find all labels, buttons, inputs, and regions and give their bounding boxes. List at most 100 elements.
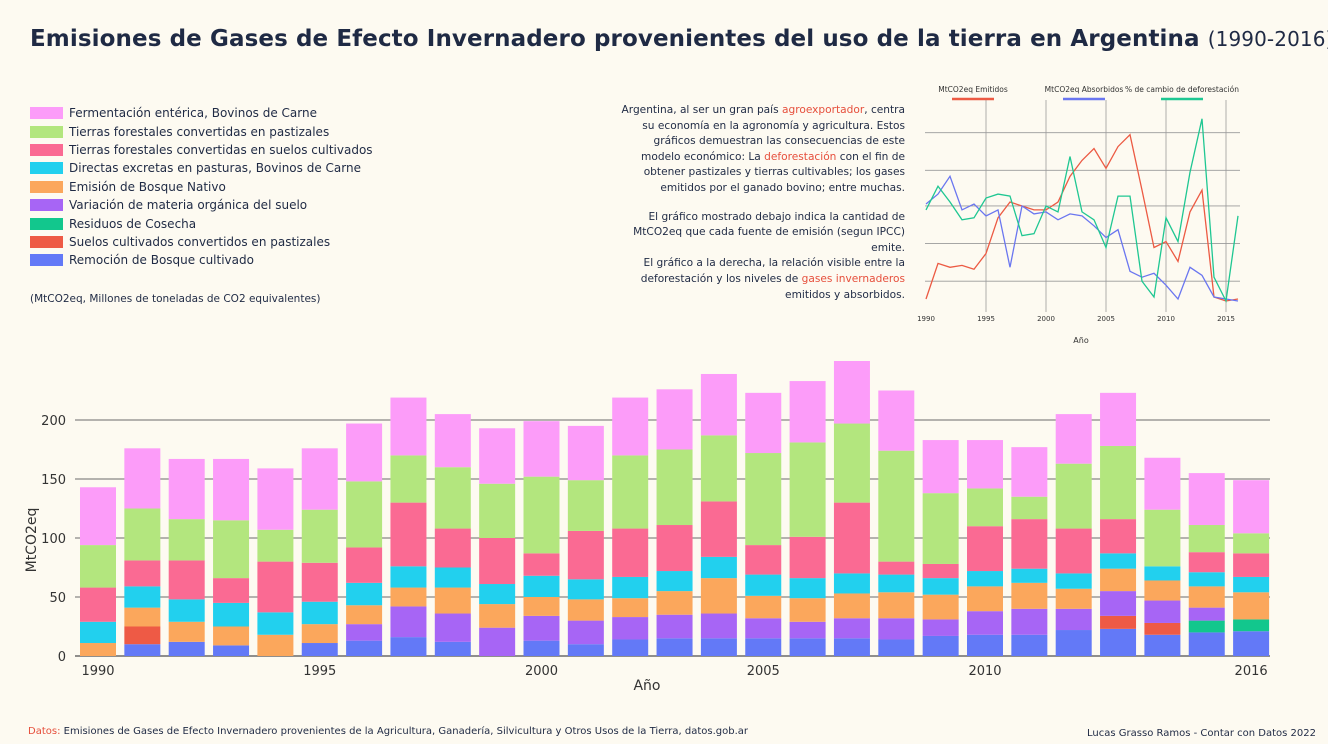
bar-segment	[301, 509, 338, 563]
bar-segment	[922, 493, 959, 564]
bar-segment	[301, 601, 338, 625]
legend-item: Tierras forestales convertidas en suelos…	[30, 141, 373, 159]
bar-segment	[390, 397, 427, 456]
bar-segment	[833, 638, 870, 656]
bar-segment	[346, 640, 383, 656]
data-source-text: Emisiones de Gases de Efecto Invernadero…	[60, 726, 748, 737]
desc-text: con el fin de obtener pastizales y tierr…	[643, 150, 905, 194]
legend-swatch	[30, 143, 63, 156]
bar-segment	[168, 641, 205, 656]
bar-segment	[1233, 533, 1270, 554]
bar-segment	[567, 579, 604, 600]
desc-highlight: deforestación	[764, 150, 837, 163]
bar-segment	[479, 483, 516, 538]
author-credit: Lucas Grasso Ramos - Contar con Datos 20…	[1087, 728, 1316, 739]
bar-segment	[479, 428, 516, 484]
bar-segment	[833, 573, 870, 594]
bar-segment	[80, 587, 116, 622]
chart-title: Emisiones de Gases de Efecto Invernadero…	[30, 26, 1328, 52]
bar-segment	[390, 502, 427, 567]
bar-segment	[1011, 608, 1048, 635]
bar-segment	[1233, 480, 1270, 534]
bar-segment	[390, 606, 427, 638]
bar-segment	[1233, 619, 1270, 632]
y-tick-label: 150	[41, 473, 66, 488]
bar-segment	[789, 381, 826, 443]
description-p3: El gráfico a la derecha, la relación vis…	[620, 256, 905, 303]
legend-item: Remoción de Bosque cultivado	[30, 251, 373, 269]
bar-segment	[567, 425, 604, 481]
bar-segment	[434, 613, 471, 642]
bar-segment	[878, 574, 915, 593]
bar-segment	[124, 586, 161, 608]
legend-label: Tierras forestales convertidas en suelos…	[69, 142, 373, 157]
bar-segment	[1055, 630, 1092, 656]
legend-label: Remoción de Bosque cultivado	[69, 253, 254, 268]
x-axis-label: Año	[633, 678, 660, 694]
desc-text: emitidos y absorbidos.	[785, 288, 905, 301]
bar-segment	[878, 592, 915, 619]
bar-segment	[301, 624, 338, 644]
bar-segment	[656, 591, 693, 615]
bar-segment	[523, 615, 560, 641]
bar-segment	[967, 586, 1003, 612]
bar-segment	[612, 617, 649, 640]
bar-segment	[434, 414, 471, 468]
bar-segment	[479, 538, 516, 585]
bar-segment	[346, 547, 383, 583]
bar-segment	[967, 571, 1003, 587]
bar-segment	[656, 525, 693, 572]
bar-segment	[878, 561, 915, 575]
bar-segment	[523, 597, 560, 616]
bar-segment	[523, 476, 560, 554]
bar-segment	[567, 620, 604, 645]
desc-text: Argentina, al ser un gran país	[621, 104, 782, 116]
bar-segment	[745, 574, 782, 596]
bar-segment	[1100, 392, 1137, 446]
legend-item: Emisión de Bosque Nativo	[30, 178, 373, 196]
bar-segment	[80, 621, 116, 644]
legend-label: Fermentación entérica, Bovinos de Carne	[69, 106, 317, 121]
desc-text: , centra su economía en la agronomía y a…	[641, 104, 905, 163]
bar-segment	[878, 639, 915, 656]
bar-segment	[612, 576, 649, 599]
bar-segment	[1100, 615, 1137, 629]
bar-segment	[612, 639, 649, 656]
y-axis-label: MtCO2eq	[24, 508, 40, 573]
bar-segment	[301, 448, 338, 510]
bar-segment	[612, 397, 649, 456]
bar-segment	[168, 599, 205, 622]
bar-segment	[1100, 591, 1137, 616]
bar-segment	[80, 545, 116, 588]
bar-segment	[833, 423, 870, 503]
bar-segment	[346, 605, 383, 625]
bar-segment	[745, 595, 782, 619]
legend-label: Suelos cultivados convertidos en pastiza…	[69, 234, 331, 249]
legend-label: Tierras forestales convertidas en pastiz…	[69, 124, 330, 139]
bar-segment	[745, 638, 782, 656]
legend-item: Directas excretas en pasturas, Bovinos d…	[30, 159, 373, 177]
y-tick-label: 50	[49, 591, 66, 606]
bar-segment	[700, 556, 737, 579]
bar-segment	[390, 587, 427, 607]
bar-segment	[168, 458, 205, 520]
legend-swatch	[30, 162, 63, 175]
bar-segment	[700, 578, 737, 614]
bar-segment	[878, 390, 915, 451]
bar-segment	[789, 621, 826, 639]
bar-segment	[1144, 600, 1181, 623]
bar-segment	[833, 361, 870, 424]
legend-swatch	[30, 199, 63, 212]
bar-segment	[1100, 553, 1137, 569]
bar-segment	[301, 643, 338, 656]
legend-item: Variación de materia orgánica del suelo	[30, 196, 373, 214]
bar-segment	[1055, 528, 1092, 574]
description-p2: El gráfico mostrado debajo indica la can…	[620, 210, 905, 257]
bar-segment	[789, 578, 826, 599]
bar-segment	[656, 638, 693, 656]
chart-title-main: Emisiones de Gases de Efecto Invernadero…	[30, 26, 1200, 52]
x-tick-label: 2005	[747, 664, 780, 679]
legend-swatch	[30, 180, 63, 193]
bar-segment	[390, 637, 427, 656]
